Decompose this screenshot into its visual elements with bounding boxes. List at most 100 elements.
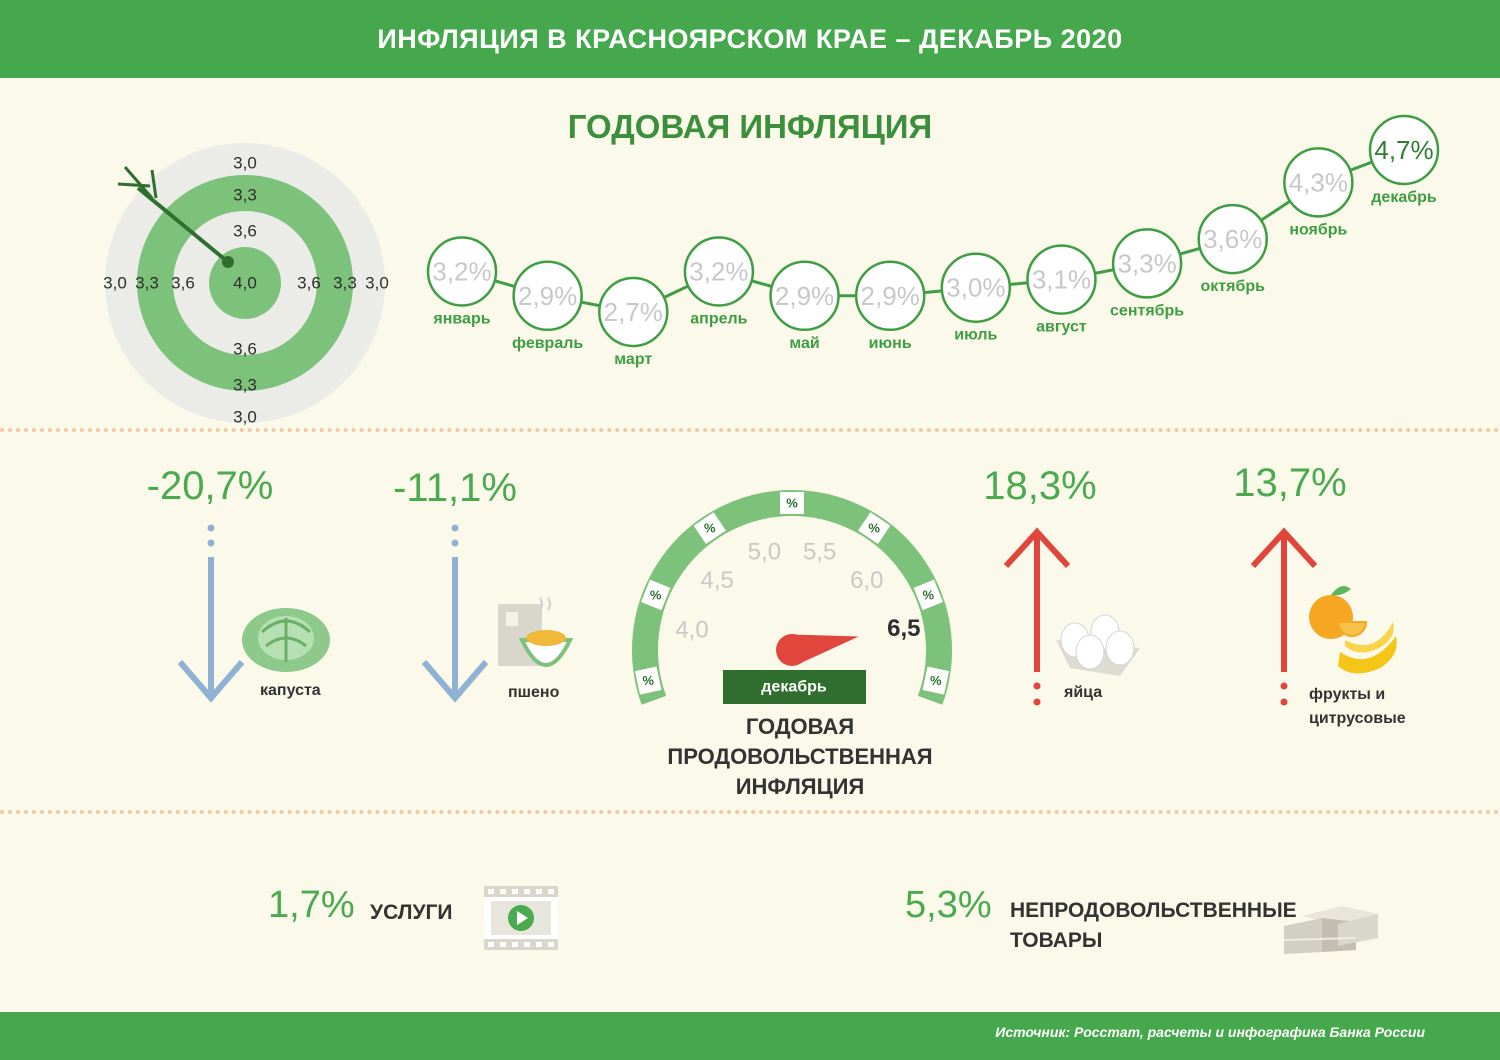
services-value: 1,7% (268, 884, 355, 926)
target-label: 3,3 (233, 376, 257, 395)
nonfood-label: НЕПРОДОВОЛЬСТВЕННЫЕ ТОВАРЫ (1010, 896, 1297, 956)
month-label: сентябрь (1110, 302, 1184, 319)
gauge-pct-mark: % (642, 673, 654, 688)
target-arrow-fletch (117, 182, 151, 188)
gauge-caption-line-1: ГОДОВАЯ (745, 714, 855, 739)
annual-inflation-title: ГОДОВАЯ ИНФЛЯЦИЯ (567, 108, 933, 145)
boxes-icon (1283, 906, 1378, 954)
data-point (426, 236, 498, 307)
target-label: 3,0 (233, 408, 257, 427)
month-label: апрель (690, 311, 747, 328)
data-point (1026, 244, 1097, 315)
source-note: Источник: Росстат, расчеты и инфографика… (995, 1024, 1425, 1040)
target-label: 3,6 (233, 222, 257, 241)
fruits-icon (1309, 586, 1397, 674)
cabbage-value: -20,7% (146, 464, 274, 508)
gauge-pct-mark: % (923, 587, 935, 602)
gauge-pct-mark: % (704, 521, 716, 536)
gauge-pct-mark: % (868, 521, 880, 536)
target-center-label: 4,0 (233, 274, 257, 293)
month-label: декабрь (1371, 189, 1437, 206)
data-point (1283, 147, 1354, 218)
millet-label: пшено (508, 684, 560, 701)
data-point (1368, 114, 1440, 186)
data-label: 3,2% (689, 257, 748, 287)
header-bar: ИНФЛЯЦИЯ В КРАСНОЯРСКОМ КРАЕ – ДЕКАБРЬ 2… (0, 0, 1500, 78)
cabbage-icon (242, 608, 330, 672)
page-title: ИНФЛЯЦИЯ В КРАСНОЯРСКОМ КРАЕ – ДЕКАБРЬ 2… (377, 23, 1123, 54)
target-label: 3,6 (297, 274, 321, 293)
gauge-tick-label: 5,5 (803, 538, 836, 565)
millet-icon (498, 597, 574, 667)
target-diagram: 4,0 3,0 3,3 3,6 3,6 3,3 3,0 3,0 3,3 3,6 3,6 3,3 3,0 (103, 143, 389, 427)
gauge-tick-label: 4,5 (701, 567, 734, 594)
target-label: 3,0 (103, 274, 127, 293)
data-point (598, 276, 669, 348)
data-point (1197, 203, 1268, 275)
gauge-caption-line-3: ИНФЛЯЦИЯ (735, 774, 865, 799)
data-label: 2,9% (775, 281, 834, 311)
services-label: УСЛУГИ (370, 901, 453, 924)
month-label: июль (954, 327, 997, 344)
data-point (683, 236, 755, 307)
data-label: 2,9% (861, 281, 920, 311)
data-label: 3,0% (946, 273, 1005, 303)
annual-line-chart: 3,2% январь 2,9% февраль 2,7% март 3,2% апрель 2… (426, 114, 1440, 368)
target-label: 3,3 (233, 186, 257, 205)
month-label: май (789, 335, 819, 352)
target-arrow-tip (222, 256, 234, 268)
target-label: 3,6 (171, 274, 195, 293)
data-label: 4,7% (1374, 135, 1433, 165)
gauge-pct-mark: % (786, 496, 798, 511)
up-arrow-icon (1250, 527, 1318, 706)
target-arrow-fletch (123, 166, 154, 199)
fruits-label-line-1: фрукты и (1309, 686, 1386, 703)
cabbage-label: капуста (260, 682, 321, 699)
data-point (854, 260, 926, 332)
food-inflation-gauge: %%%%%%% 4,0 4,5 5,0 5,5 6,06,5 декабрь (632, 490, 952, 705)
gauge-month-label: декабрь (761, 679, 827, 696)
data-label: 3,1% (1032, 265, 1091, 295)
data-point (769, 260, 840, 332)
month-label: январь (432, 311, 490, 328)
gauge-value-label: 6,5 (887, 615, 920, 642)
data-label: 3,6% (1203, 224, 1262, 254)
gauge-needle (788, 634, 859, 666)
gauge-tick-label: 5,0 (748, 538, 781, 565)
fruits-label-line-2: цитрусовые (1309, 710, 1406, 727)
data-label: 3,2% (432, 257, 491, 287)
fruits-value: 13,7% (1233, 461, 1347, 505)
target-label: 3,6 (233, 340, 257, 359)
gauge-month-badge (723, 670, 866, 704)
gauge-needle-hub (776, 634, 808, 666)
down-arrow-icon (421, 524, 489, 703)
millet-value: -11,1% (393, 466, 517, 510)
gauge-caption: ГОДОВАЯ ПРОДОВОЛЬСТВЕННАЯ ИНФЛЯЦИЯ (640, 712, 960, 802)
eggs-label: яйца (1064, 684, 1103, 701)
gauge-pct-box (641, 579, 671, 611)
target-label: 3,3 (135, 274, 159, 293)
nonfood-value: 5,3% (905, 884, 992, 926)
target-label: 3,3 (333, 274, 357, 293)
nonfood-label-line-2: ТОВАРЫ (1010, 929, 1103, 952)
data-point (512, 260, 583, 332)
target-arrow (136, 186, 230, 264)
data-point (940, 252, 1012, 323)
month-label: февраль (512, 335, 583, 352)
divider-bottom (0, 810, 1500, 814)
gauge-pct-box (780, 492, 804, 514)
gauge-pct-box (913, 579, 943, 611)
gauge-pct-mark: % (930, 673, 942, 688)
gauge-pct-box (634, 666, 662, 695)
eggs-value: 18,3% (983, 464, 1097, 508)
footer-bar: Источник: Росстат, расчеты и инфографика… (0, 1012, 1500, 1060)
month-label: июнь (869, 335, 912, 352)
video-icon (484, 886, 558, 950)
divider-top (0, 428, 1500, 432)
target-label: 3,0 (233, 154, 257, 173)
gauge-pct-box (693, 512, 726, 544)
nonfood-label-line-1: НЕПРОДОВОЛЬСТВЕННЫЕ (1010, 899, 1297, 922)
month-label: август (1036, 319, 1087, 336)
target-arrow-fletch (150, 169, 158, 199)
